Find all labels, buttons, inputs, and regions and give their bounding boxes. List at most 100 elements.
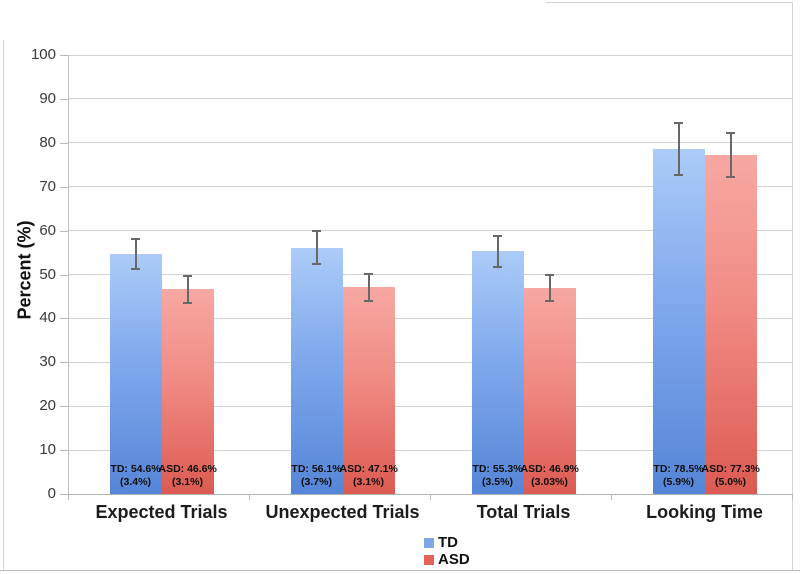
y-axis-tick [60, 494, 68, 495]
x-axis-tick [430, 494, 431, 500]
error-bar-bottom-cap [545, 300, 554, 303]
bar-value-label: TD: 78.5% (5.9%) [650, 463, 708, 488]
bar-value-label-line: TD: 54.6% [110, 463, 161, 475]
bar-value-label: ASD: 46.6% (3.1%) [159, 463, 217, 488]
error-bar-bottom-cap [183, 302, 192, 305]
category-label: Unexpected Trials [265, 502, 420, 522]
y-tick-label: 40 [39, 309, 56, 327]
bar-value-label: ASD: 47.1% (3.1%) [340, 463, 398, 488]
bar-value-label-line: ASD: 46.9% [520, 463, 579, 475]
error-bar-top-cap [674, 122, 683, 125]
gridline [69, 230, 793, 232]
bar-value-label-line: TD: 78.5% [653, 463, 704, 475]
bar-value-label-line: (3.4%) [120, 475, 151, 488]
error-bar-top-cap [183, 274, 192, 277]
x-axis-tick [68, 494, 69, 500]
gridline [69, 317, 793, 319]
window-border-right [792, 2, 793, 571]
error-bar [367, 273, 370, 301]
bar-value-label-line: TD: 56.1% [291, 463, 342, 475]
bar-value-label-line: (3.1%) [172, 475, 203, 488]
y-tick-label: 0 [47, 485, 56, 502]
bar-value-label-line: ASD: 46.6% [158, 463, 217, 475]
window-border-left [3, 40, 4, 571]
x-axis-tick [249, 494, 250, 500]
error-bar-bottom-cap [312, 262, 321, 265]
error-bar [677, 123, 680, 176]
gridline [69, 142, 793, 144]
bar-value-label-line: TD: 55.3% [472, 463, 523, 475]
bar-value-label-line: (3.5%) [482, 475, 513, 488]
y-axis-tick [60, 98, 68, 100]
y-tick-label: 70 [39, 177, 56, 195]
y-axis-tick [60, 450, 68, 452]
gridline [69, 186, 793, 188]
bar-value-label: TD: 54.6% (3.4%) [107, 463, 165, 488]
bar-asd [704, 154, 757, 494]
category-label: Looking Time [646, 502, 763, 522]
y-tick-label: 20 [39, 397, 56, 415]
legend: TD ASD [424, 534, 470, 568]
x-axis-tick [792, 494, 793, 500]
window-border-top [546, 2, 793, 3]
bar-asd [342, 287, 395, 494]
y-axis-tick [60, 55, 68, 56]
legend-swatch [424, 537, 434, 548]
y-tick-label: 80 [39, 133, 56, 151]
bar-value-label: ASD: 77.3% (5.0%) [702, 463, 760, 488]
y-tick-label: 50 [39, 265, 56, 283]
bar-td [652, 149, 705, 494]
y-axis-tick [60, 406, 68, 408]
error-bar-bottom-cap [674, 174, 683, 177]
error-bar-top-cap [364, 272, 373, 275]
bar-value-label-line: (3.1%) [353, 475, 384, 488]
bar-td [290, 247, 343, 494]
error-bar [186, 275, 189, 304]
legend-swatch [424, 554, 434, 565]
error-bar [496, 235, 499, 267]
error-bar-top-cap [131, 238, 140, 241]
error-bar-top-cap [545, 273, 554, 276]
gridline [69, 274, 793, 275]
error-bar-bottom-cap [364, 299, 373, 302]
y-tick-label: 90 [39, 89, 56, 107]
y-axis-tick [60, 274, 68, 276]
error-bar [729, 132, 732, 177]
bar-value-label-line: (3.03%) [531, 475, 568, 488]
legend-label: TD [438, 534, 458, 551]
error-bar [134, 239, 137, 270]
bar-value-label-line: ASD: 47.1% [339, 463, 398, 475]
bar-value-label-line: (5.9%) [663, 475, 694, 488]
y-axis-tick [60, 230, 68, 232]
bar-asd [161, 289, 214, 494]
gridline [69, 405, 793, 407]
error-bar-top-cap [493, 234, 502, 237]
legend-label: ASD [438, 551, 470, 568]
error-bar-bottom-cap [726, 175, 735, 178]
error-bar [315, 231, 318, 264]
gridline [69, 54, 793, 56]
y-axis-tick [60, 186, 68, 188]
error-bar-top-cap [312, 230, 321, 233]
gridline [69, 361, 793, 363]
bar-td [471, 251, 524, 494]
legend-item-asd: ASD [424, 551, 470, 568]
category-label: Expected Trials [95, 502, 228, 522]
y-tick-label: 100 [30, 46, 56, 63]
error-bar-bottom-cap [131, 268, 140, 271]
category-label: Total Trials [476, 502, 571, 522]
bar-value-label: TD: 55.3% (3.5%) [469, 463, 527, 488]
bar-td [109, 254, 162, 494]
bar-value-label-line: (5.0%) [715, 475, 746, 488]
bar-asd [523, 288, 576, 494]
window-border-bottom [0, 570, 800, 571]
y-tick-label: 10 [39, 441, 56, 459]
y-tick-label: 30 [39, 353, 56, 371]
error-bar [548, 274, 551, 302]
y-axis-tick [60, 318, 68, 320]
bar-value-label: ASD: 46.9% (3.03%) [521, 463, 579, 488]
error-bar-bottom-cap [493, 265, 502, 268]
x-axis-tick [611, 494, 612, 500]
legend-item-td: TD [424, 534, 470, 551]
